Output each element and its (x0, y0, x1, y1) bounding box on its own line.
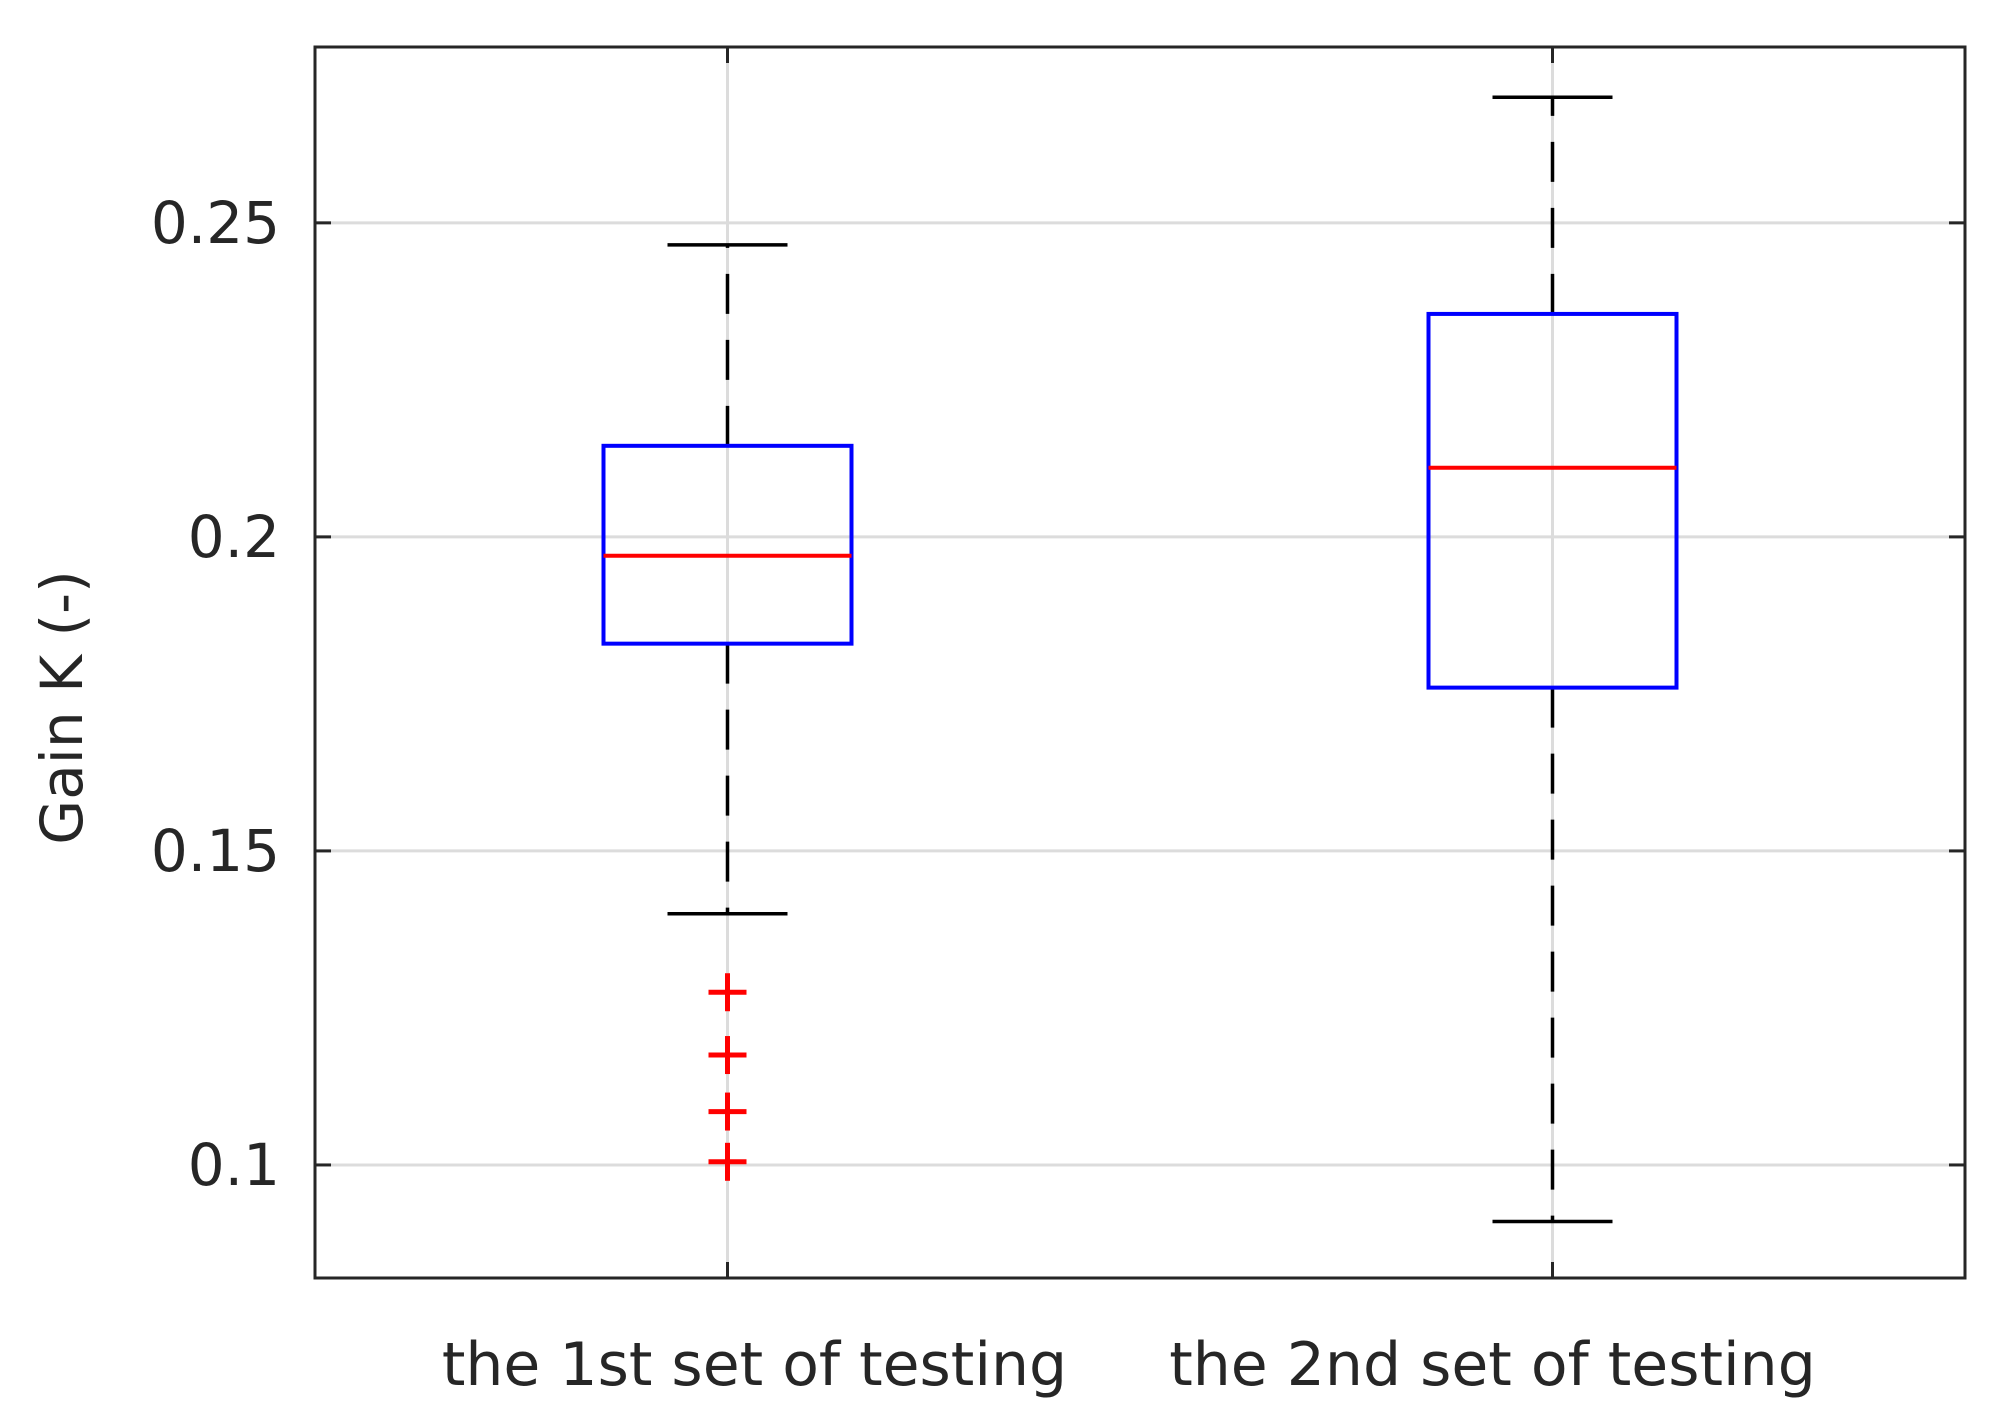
y-axis-label: Gain K (-) (28, 570, 96, 844)
box-iqr (601, 443, 854, 646)
tick-labels: 0.1 0.15 0.2 0.25 the 1st set of testing the … (151, 189, 1816, 1400)
outlier-marker (708, 1092, 747, 1131)
y-tick-label: 0.2 (188, 503, 280, 571)
outlier-marker (708, 1142, 747, 1181)
box-group (1426, 95, 1679, 1224)
y-tick-label: 0.15 (151, 817, 280, 885)
box-iqr (1426, 311, 1679, 690)
outlier-marker (708, 1036, 747, 1075)
x-category-label: the 2nd set of testing (1169, 1330, 1816, 1400)
boxes (601, 95, 1679, 1224)
axes-frame (313, 45, 1967, 1280)
y-tick-label: 0.1 (188, 1131, 280, 1199)
outlier-marker (708, 973, 747, 1012)
tick-marks (315, 47, 1965, 1278)
y-tick-label: 0.25 (151, 189, 280, 257)
x-category-label: the 1st set of testing (442, 1330, 1067, 1400)
box-group (601, 243, 854, 1181)
